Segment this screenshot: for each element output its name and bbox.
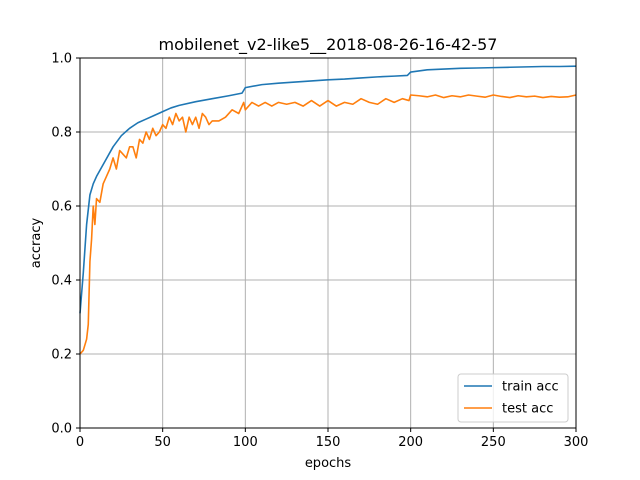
x-tick-label: 100: [233, 435, 258, 450]
chart-title: mobilenet_v2-like5__2018-08-26-16-42-57: [159, 35, 498, 55]
y-tick-label: 0.0: [51, 422, 72, 437]
x-axis-label: epochs: [305, 456, 352, 471]
legend: train acc test acc: [457, 373, 569, 423]
x-tick-label: 50: [154, 435, 171, 450]
x-tick-label: 150: [316, 435, 341, 450]
y-axis-label: accracy: [29, 217, 44, 268]
x-tick-label: 250: [481, 435, 506, 450]
legend-label: test acc: [502, 402, 553, 417]
y-tick-label: 0.2: [51, 348, 72, 363]
x-tick-label: 200: [398, 435, 423, 450]
ticks: 0 50 100 150 200 250 300 0.0 0.2 0.4 0.6 0.8 1.0: [51, 52, 588, 451]
y-tick-label: 1.0: [51, 52, 72, 67]
y-tick-label: 0.8: [51, 126, 72, 141]
series-line-train-acc: [79, 65, 577, 314]
series-layer: [79, 65, 577, 355]
series-line-test-acc: [79, 94, 577, 355]
legend-label: train acc: [502, 380, 559, 395]
y-tick-label: 0.4: [51, 274, 72, 289]
y-tick-label: 0.6: [51, 200, 72, 215]
x-tick-label: 0: [76, 435, 84, 450]
x-tick-label: 300: [564, 435, 589, 450]
